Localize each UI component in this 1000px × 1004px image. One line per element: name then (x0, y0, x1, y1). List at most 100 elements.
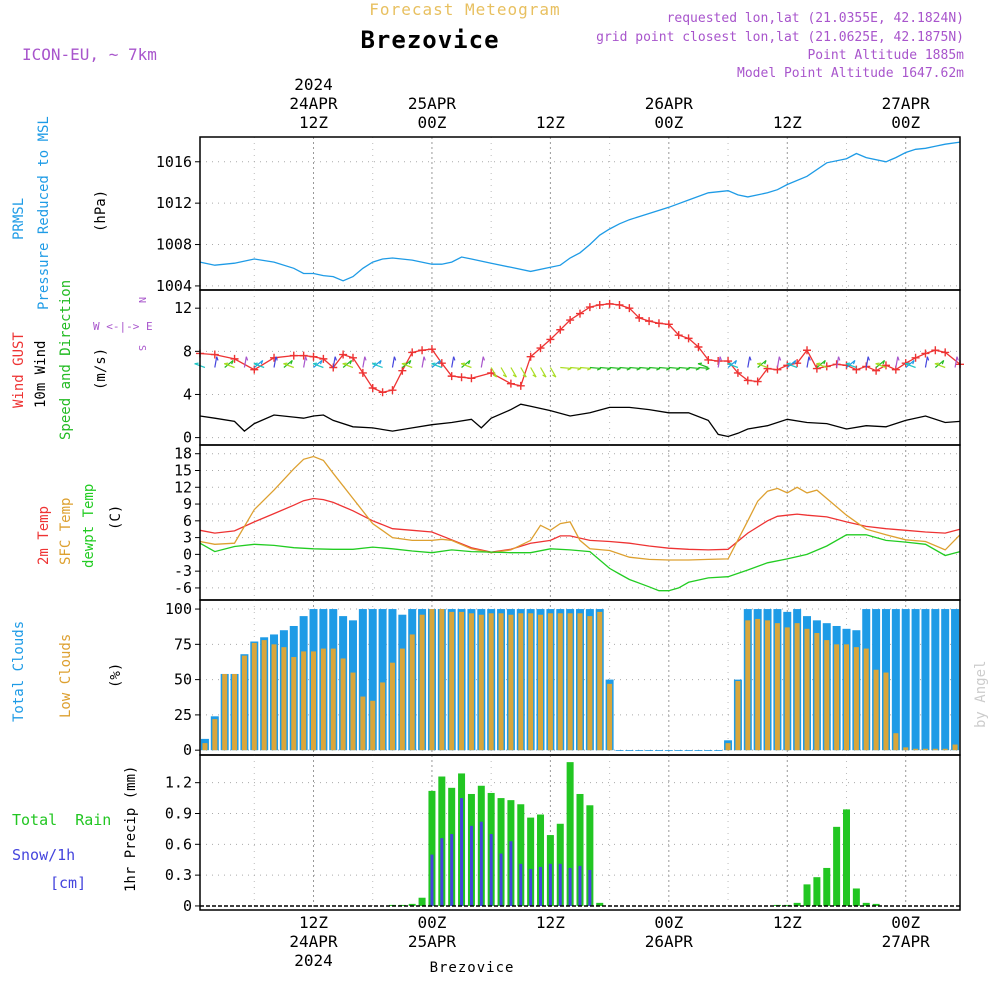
low-cloud-bar (922, 748, 928, 751)
gust-marker (881, 361, 890, 370)
wind-direction-arrowhead (734, 360, 738, 365)
rain-bar (862, 902, 870, 906)
low-cloud-bar (409, 634, 415, 751)
wind-direction-arrow (905, 359, 915, 368)
snow-bar (450, 834, 454, 906)
low-cloud-bar (903, 747, 909, 751)
wind-direction-arrow (895, 356, 899, 368)
low-cloud-bar (202, 743, 208, 751)
gust-marker (418, 346, 427, 355)
watermark: by Angel (973, 661, 989, 728)
temp-labels: 2m Temp SFC Temp dewpt Temp (C) (36, 484, 124, 568)
gust-marker (911, 353, 920, 362)
y-tick-label: 6 (183, 512, 192, 530)
low-cloud-bar (784, 627, 790, 751)
wind-direction-arrow (313, 359, 323, 368)
total-cloud-bar (911, 609, 920, 751)
low-cloud-bar (863, 648, 869, 751)
low-cloud-bar (241, 655, 247, 751)
time-label: 27APR (882, 94, 931, 113)
low-cloud-bar (370, 700, 376, 751)
low-cloud-bar (528, 613, 534, 751)
wind-direction-arrowhead (934, 362, 939, 365)
low-cloud-bar (567, 613, 573, 751)
precip-rain-label: Total Rain (12, 811, 111, 829)
time-label: 00Z (417, 913, 446, 932)
wind-direction-arrowhead (646, 367, 651, 371)
total-cloud-bar (368, 609, 377, 751)
gust-marker (526, 352, 535, 361)
total-cloud-bar (694, 750, 703, 751)
wind-direction-arrowhead (757, 362, 762, 365)
low-cloud-bar (340, 658, 346, 751)
total-cloud-bar (635, 750, 644, 751)
gust-marker (704, 355, 713, 364)
total-cloud-bar (941, 609, 950, 751)
wind-direction-arrow (460, 363, 472, 369)
wind-direction-arrow (253, 359, 264, 368)
wind-direction-arrow (579, 366, 592, 370)
gust-marker (576, 309, 584, 318)
wind-direction-arrow (560, 366, 572, 370)
wind-direction-arrowhead (616, 367, 621, 371)
rain-bar (497, 798, 505, 906)
wind-direction-arrow (846, 359, 856, 368)
wind-direction-arrow (391, 356, 395, 368)
wind-direction-arrowhead (764, 360, 767, 365)
snow-bar (568, 867, 572, 906)
gust-marker (358, 368, 367, 377)
wind-direction-arrowhead (453, 356, 456, 361)
low-cloud-bar (488, 613, 494, 751)
gust-marker (812, 364, 821, 373)
gust-marker (733, 368, 742, 377)
low-cloud-bar (459, 611, 465, 751)
rain-bar (833, 826, 841, 906)
wind-direction-arrowhead (793, 360, 797, 365)
gust-marker (506, 379, 515, 388)
gust-marker (398, 366, 407, 375)
gust-marker (615, 300, 624, 309)
gust-marker (339, 350, 348, 359)
wind-direction-arrowhead (482, 356, 486, 361)
wind-direction-arrow (865, 356, 869, 368)
wind-direction-arrowhead (319, 360, 323, 365)
y-tick-label: 0 (183, 741, 192, 759)
time-label: 12Z (773, 113, 802, 132)
low-cloud-bar (794, 623, 800, 751)
wind-direction-arrowhead (626, 367, 631, 371)
gust-marker (556, 325, 565, 334)
low-cloud-bar (518, 613, 524, 751)
series-line (199, 141, 961, 282)
precip-snow-label: Snow/1h (12, 846, 75, 864)
wind-direction-arrowhead (393, 356, 397, 361)
low-cloud-bar (952, 744, 958, 751)
low-cloud-bar (942, 748, 948, 751)
low-cloud-bar (468, 613, 474, 751)
gust-marker (684, 334, 693, 343)
temp-2m-label: 2m Temp (36, 506, 52, 565)
low-cloud-bar (587, 616, 593, 751)
wind-direction-arrow (806, 356, 810, 368)
wind-direction-arrow (539, 367, 547, 378)
temp-sfc-label: SFC Temp (58, 498, 74, 565)
snow-bar (509, 841, 513, 906)
y-tick-label: 12 (174, 299, 192, 317)
wind-direction-arrow (934, 359, 945, 368)
temp-unit: (C) (108, 505, 124, 530)
rain-bar (537, 814, 545, 906)
low-cloud-bar (389, 662, 395, 751)
wind-direction-arrowhead (349, 360, 353, 365)
pressure-labels: PRMSL Pressure Reduced to MSL (hPa) (11, 116, 109, 310)
wind-direction-arrow (431, 363, 443, 369)
rain-bar (852, 888, 860, 906)
low-cloud-bar (755, 618, 761, 751)
wind-direction-arrow (362, 356, 366, 368)
low-cloud-bar (607, 683, 613, 751)
time-label: 00Z (654, 913, 683, 932)
wind-direction-arrow (530, 367, 537, 378)
pressure-panel: 1004 1008 1012 1016 (156, 136, 961, 295)
wind-direction-arrow (283, 359, 293, 368)
closest-coords: grid point closest lon,lat (21.0625E, 42… (596, 30, 964, 45)
low-cloud-bar (893, 733, 899, 751)
total-cloud-bar (358, 609, 367, 751)
